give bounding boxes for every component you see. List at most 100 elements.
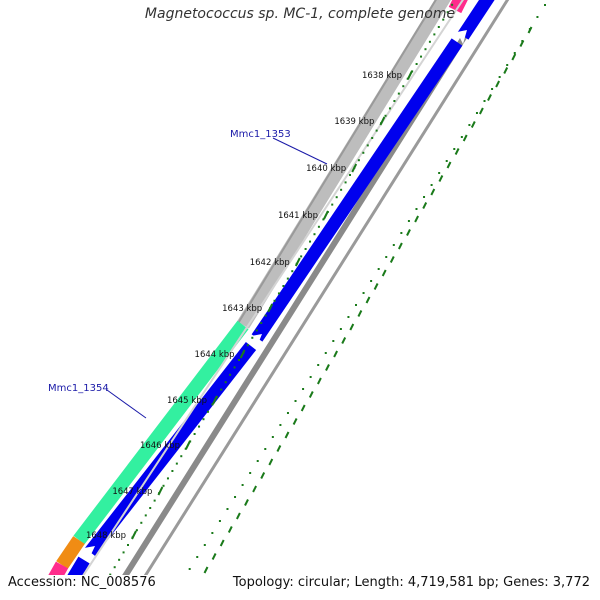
arrowhead-3 bbox=[84, 546, 95, 561]
green-gene-segment bbox=[73, 320, 249, 545]
gc-dot bbox=[181, 580, 183, 582]
minor-tick-dot bbox=[428, 40, 431, 43]
gc-dash bbox=[365, 296, 371, 304]
minor-tick-dot bbox=[264, 314, 267, 317]
minor-tick-dot bbox=[340, 188, 343, 191]
minor-tick-dot bbox=[397, 92, 400, 95]
gc-dot bbox=[392, 244, 395, 246]
gc-dash bbox=[308, 391, 314, 398]
gc-dot bbox=[475, 112, 478, 114]
gc-dash bbox=[511, 53, 517, 61]
gc-dash bbox=[219, 539, 225, 547]
gc-dot bbox=[362, 292, 365, 294]
gc-dash bbox=[422, 202, 428, 209]
gc-dash bbox=[211, 553, 217, 560]
major-tick bbox=[294, 257, 301, 267]
gc-dot bbox=[234, 496, 237, 498]
gc-dash bbox=[430, 188, 436, 196]
gc-dash bbox=[260, 472, 266, 479]
minor-tick-dot bbox=[238, 359, 240, 361]
minor-tick-dot bbox=[317, 225, 320, 228]
blue-gene-upper bbox=[457, 0, 495, 40]
minor-tick-dot bbox=[309, 240, 312, 243]
minor-tick-dot bbox=[420, 55, 423, 58]
gc-dot bbox=[271, 436, 274, 438]
gc-dash bbox=[373, 283, 379, 290]
minor-tick-dot bbox=[202, 418, 205, 421]
gc-dash bbox=[325, 364, 330, 371]
gc-dash bbox=[454, 148, 460, 155]
minor-tick-dot bbox=[193, 433, 196, 435]
minor-tick-dot bbox=[357, 159, 360, 162]
gc-dash bbox=[519, 40, 525, 47]
minor-tick-dot bbox=[424, 48, 427, 51]
major-tick bbox=[267, 303, 274, 313]
map-tracks: 1638 kbp 1639 kbp 1640 kbp 1641 kbp 1642 kbp… bbox=[48, 0, 546, 582]
minor-tick-dot bbox=[198, 425, 201, 428]
minor-tick-dot bbox=[171, 470, 174, 472]
gc-dash bbox=[398, 242, 403, 250]
minor-tick-dot bbox=[144, 514, 147, 517]
minor-tick-dot bbox=[384, 114, 387, 117]
minor-tick-dot bbox=[322, 218, 325, 221]
minor-tick-dot bbox=[211, 403, 214, 406]
gc-dot bbox=[226, 508, 229, 510]
minor-tick-dot bbox=[140, 521, 143, 524]
gc-dash bbox=[495, 80, 500, 88]
gc-dot bbox=[203, 544, 206, 546]
minor-tick-dot bbox=[331, 203, 334, 206]
major-tick bbox=[157, 486, 164, 496]
minor-tick-dot bbox=[109, 573, 112, 575]
gc-dot bbox=[324, 352, 327, 354]
gc-dash bbox=[203, 566, 209, 574]
gc-dot bbox=[423, 196, 426, 198]
gc-dot bbox=[218, 520, 221, 522]
accession-text: Accession: NC_008576 bbox=[8, 575, 156, 590]
gc-dash bbox=[438, 175, 444, 182]
gc-dot bbox=[286, 412, 289, 414]
tick-label: 1646 kbp bbox=[140, 441, 180, 451]
minor-tick-dot bbox=[127, 544, 129, 546]
minor-tick-dot bbox=[273, 299, 276, 302]
gc-dash bbox=[276, 445, 282, 452]
minor-tick-dot bbox=[415, 63, 418, 65]
minor-tick-dot bbox=[260, 322, 263, 324]
gc-dot bbox=[241, 484, 244, 486]
tick-label: 1643 kbp bbox=[222, 304, 262, 314]
gc-dash bbox=[317, 377, 322, 385]
minor-tick-dot bbox=[224, 381, 227, 384]
gc-dot bbox=[385, 256, 388, 258]
major-ticks-left bbox=[131, 70, 413, 540]
minor-tick-dot bbox=[393, 100, 396, 102]
gc-dot bbox=[339, 328, 342, 330]
minor-tick-dot bbox=[344, 181, 347, 184]
minor-tick-dot bbox=[135, 529, 138, 532]
gc-dot bbox=[453, 148, 456, 150]
gc-dot bbox=[196, 556, 199, 558]
gc-dash bbox=[333, 350, 338, 358]
tick-label: 1642 kbp bbox=[250, 258, 290, 268]
gene-label-mmc1-1353: Mmc1_1353 bbox=[230, 129, 291, 140]
gc-dash bbox=[487, 94, 492, 101]
gc-dot bbox=[211, 532, 214, 534]
gc-dot bbox=[460, 136, 463, 138]
gene-label-leader-1353 bbox=[272, 137, 328, 165]
tick-label: 1638 kbp bbox=[362, 71, 402, 81]
minor-tick-dot bbox=[206, 410, 209, 413]
tick-label: 1648 kbp bbox=[86, 531, 126, 541]
gc-dash bbox=[357, 310, 363, 317]
gc-dot bbox=[332, 340, 335, 342]
major-tick bbox=[131, 530, 137, 540]
gc-dot bbox=[188, 568, 191, 570]
minor-tick-dot bbox=[175, 462, 178, 465]
gc-dot bbox=[264, 448, 267, 450]
minor-tick-dot bbox=[118, 558, 121, 561]
gc-dot bbox=[506, 64, 509, 66]
tick-label: 1639 kbp bbox=[334, 117, 374, 127]
major-tick bbox=[379, 116, 386, 126]
minor-tick-dot bbox=[255, 329, 258, 332]
minor-tick-dot bbox=[442, 18, 445, 21]
gc-dot bbox=[347, 316, 350, 318]
minor-tick-dot bbox=[180, 455, 183, 458]
